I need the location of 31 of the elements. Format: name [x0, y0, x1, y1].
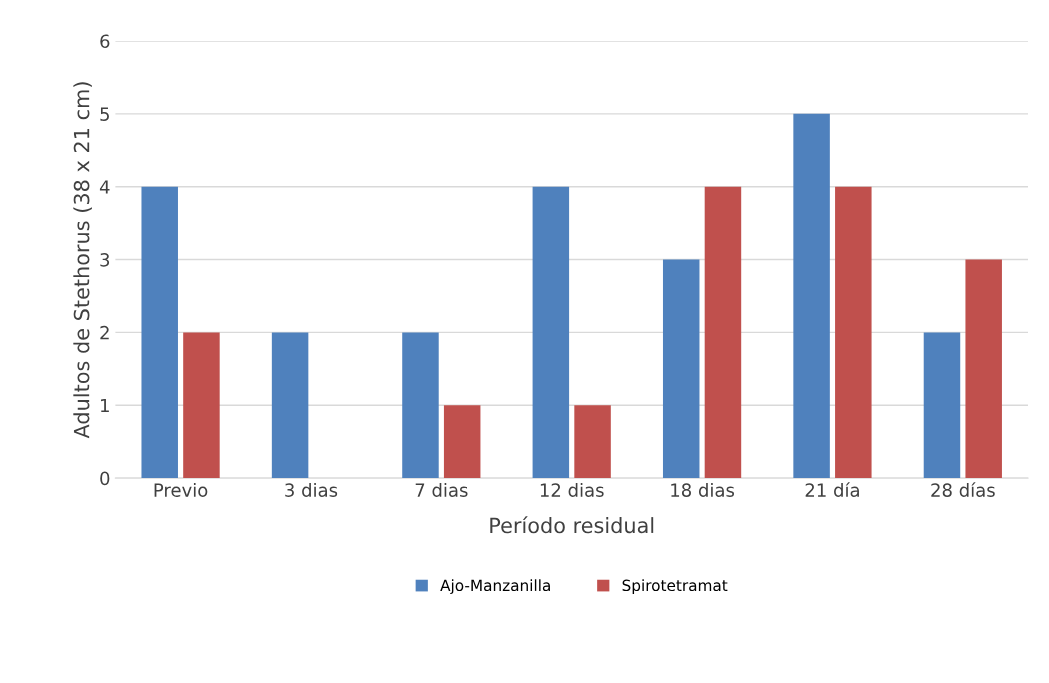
- bar: [835, 186, 872, 479]
- x-tick-label: Previo: [154, 482, 208, 497]
- bar: [965, 259, 1002, 479]
- bar: [183, 332, 220, 479]
- legend-label: Ajo-Manzanilla: [440, 579, 550, 595]
- x-tick-label: 18 dias: [671, 482, 735, 497]
- x-tick-label: 21 día: [805, 482, 859, 497]
- y-axis-title: Adultos de Stethorus (38 x 21 cm): [73, 82, 92, 439]
- bar: [271, 332, 309, 479]
- x-tick-label: 3 dias: [285, 482, 338, 497]
- bar: [704, 186, 742, 479]
- y-tick-label: 6: [100, 34, 110, 49]
- bar: [793, 113, 830, 479]
- legend-label: Spirotetramat: [622, 579, 728, 595]
- y-tick-label: 5: [100, 107, 109, 121]
- bar: [402, 332, 439, 479]
- y-tick-label: 3: [100, 253, 110, 267]
- x-tick-label: 7 dias: [415, 482, 468, 497]
- bar: [923, 332, 961, 479]
- y-tick-label: 2: [100, 325, 109, 340]
- bar: [662, 259, 700, 479]
- y-tick-label: 4: [99, 180, 110, 194]
- y-tick-label: 1: [101, 398, 109, 413]
- y-tick-label: 0: [100, 471, 110, 486]
- x-axis-title: Período residual: [490, 516, 654, 534]
- bar: [141, 186, 178, 479]
- bar: [574, 405, 611, 479]
- bar: [443, 405, 481, 479]
- bar: [532, 186, 570, 479]
- x-tick-label: 28 días: [931, 482, 995, 497]
- x-tick-label: 12 dias: [540, 482, 604, 497]
